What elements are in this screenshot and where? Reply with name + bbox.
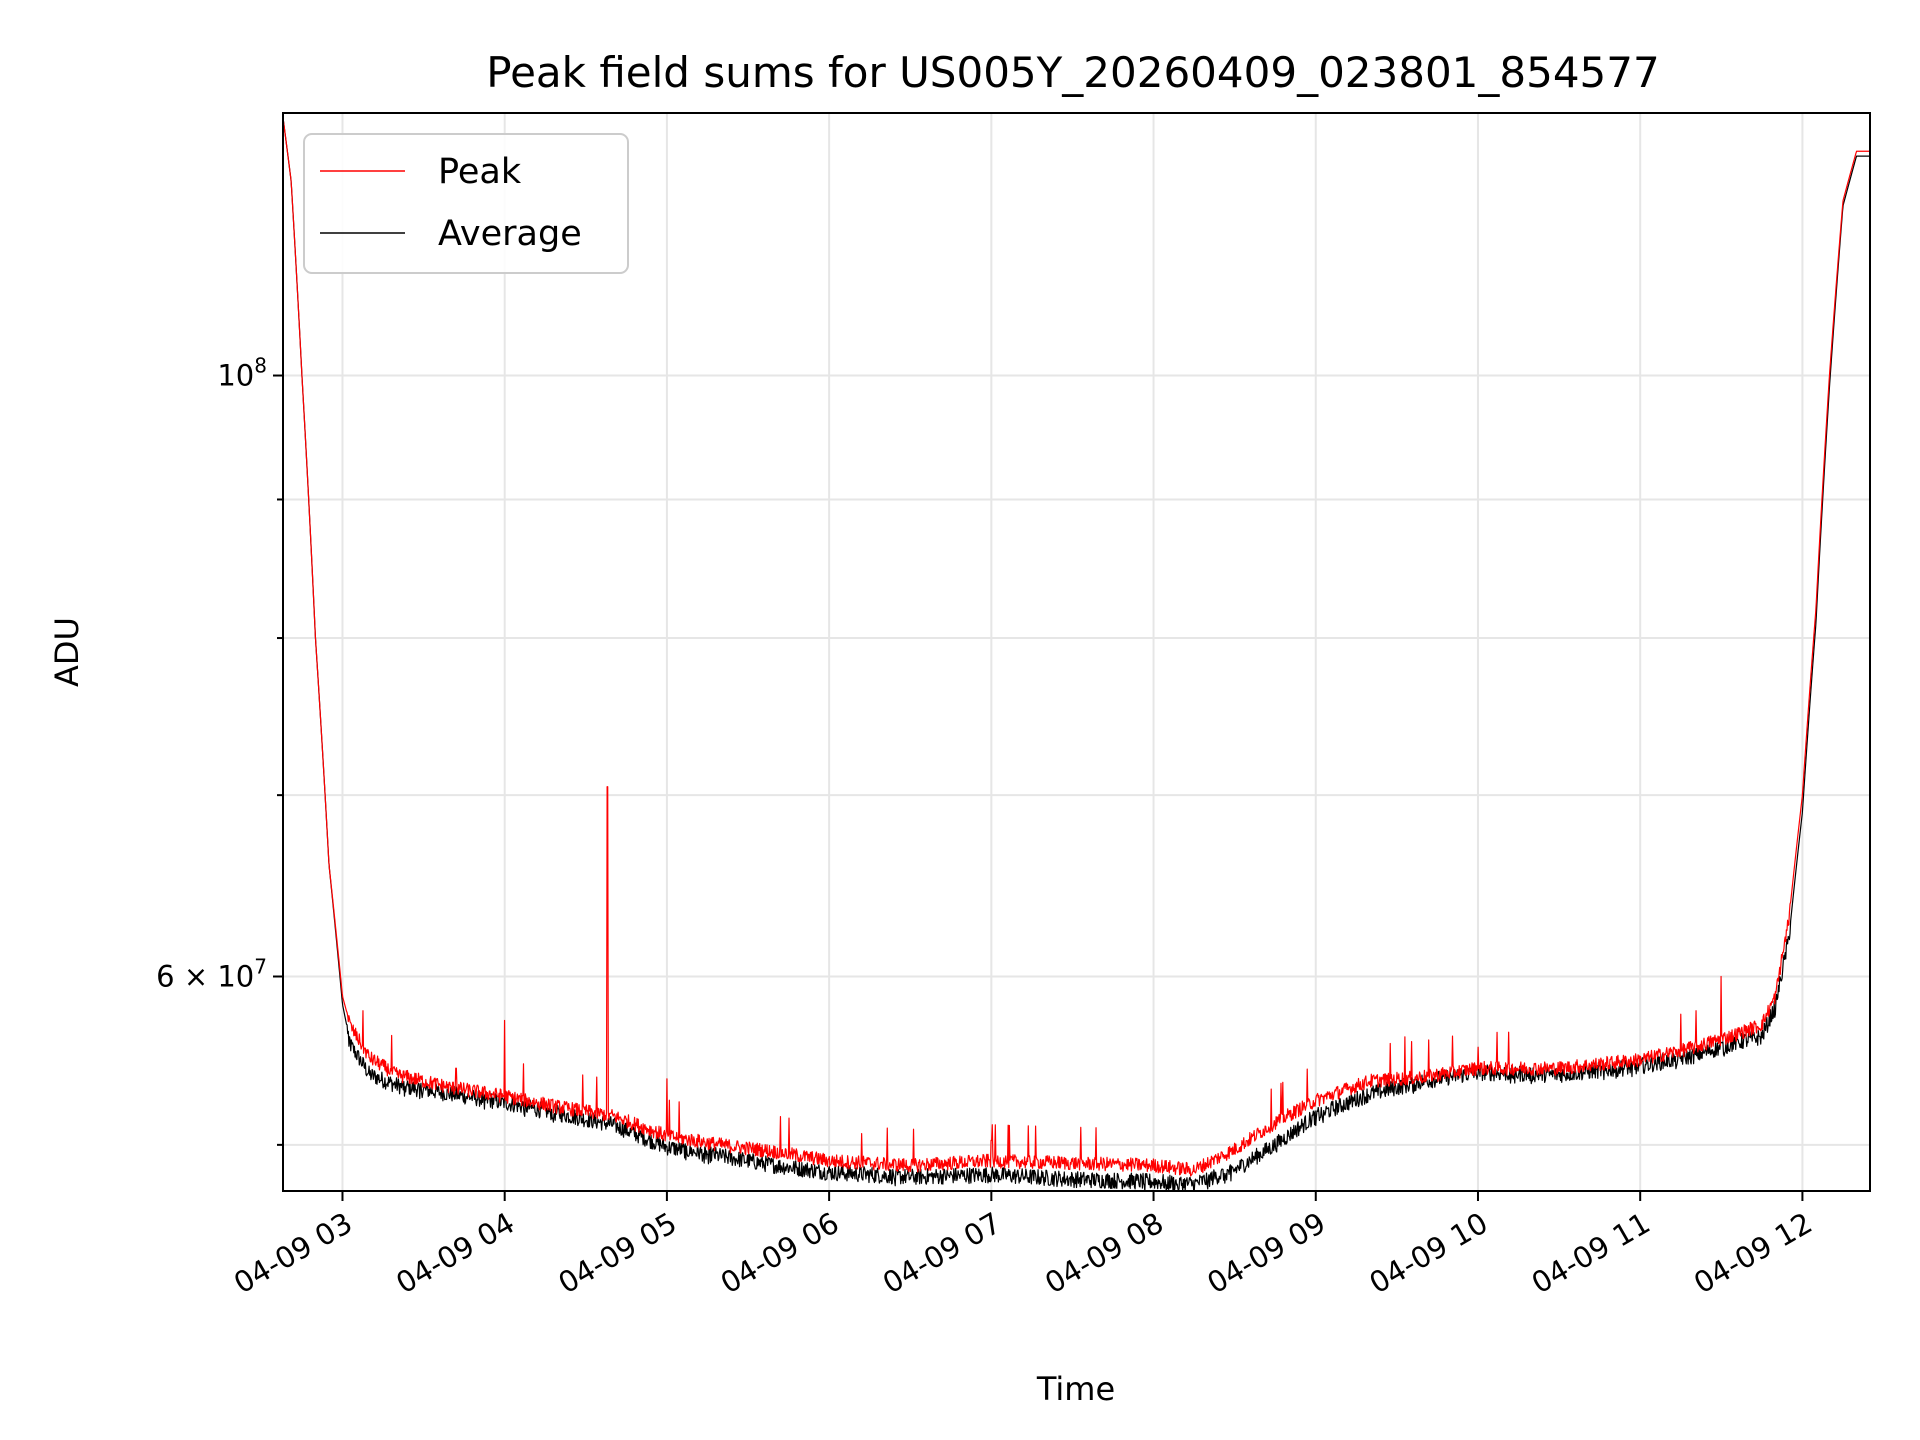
series-line-peak [282,117,1870,1177]
series-group [282,117,1870,1192]
x-tick-label: 04-09 05 [552,1206,682,1301]
plot-area-frame [282,112,1871,1192]
x-tick-label: 04-09 10 [1364,1206,1494,1301]
x-tick-label: 04-09 07 [877,1206,1007,1301]
legend-label-peak: Peak [438,152,522,192]
x-tick-label: 04-09 04 [390,1206,520,1301]
y-tick-label: 108 [217,354,267,393]
y-tick-exponent: 8 [254,354,267,378]
x-tick-label: 04-09 09 [1201,1206,1331,1301]
x-axis-label: Time [1036,1370,1115,1408]
chart-title: Peak field sums for US005Y_20260409_0238… [486,48,1659,97]
y-tick-exponent: 7 [254,955,267,979]
y-tick-label: 6 × 107 [156,955,267,994]
y-axis: 108 6 × 107 [156,354,283,1146]
x-tick-label: 04-09 12 [1688,1206,1818,1301]
legend: Peak Average [303,133,629,274]
y-tick-base: 6 × 10 [156,960,254,994]
y-tick-base: 10 [217,359,254,393]
x-tick-label: 04-09 03 [228,1206,358,1301]
y-axis-label: ADU [48,617,86,687]
legend-label-average: Average [438,214,582,254]
x-axis: 04-09 03 04-09 04 04-09 05 04-09 06 04-09 07… [228,1191,1818,1300]
x-tick-label: 04-09 08 [1039,1206,1169,1301]
x-tick-label: 04-09 06 [715,1206,845,1301]
grid [283,113,1870,1191]
legend-box [303,133,629,274]
x-tick-label: 04-09 11 [1526,1206,1656,1301]
series-line-average [282,117,1870,1192]
